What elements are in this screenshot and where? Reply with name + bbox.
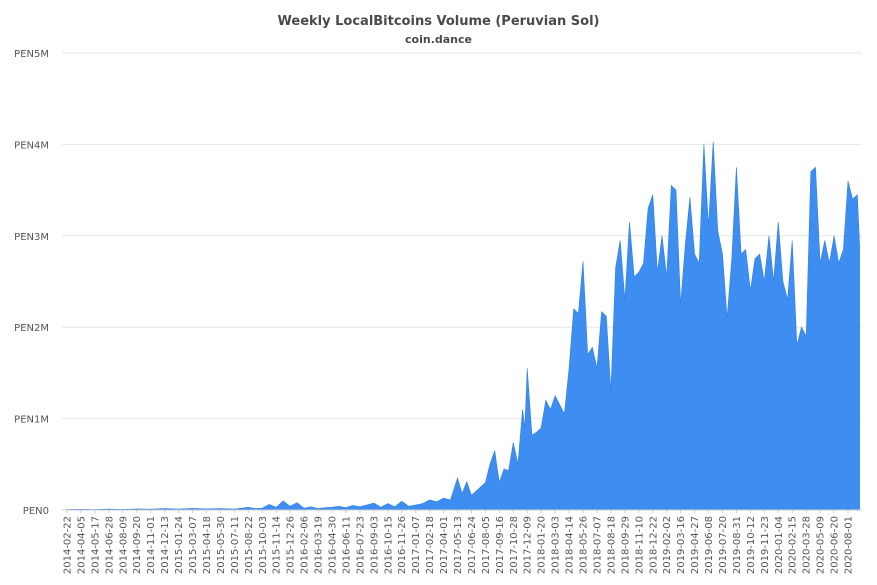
x-tick-label: 2014-11-01 — [146, 516, 157, 574]
x-tick-label: 2020-06-20 — [830, 516, 841, 574]
x-tick-label: 2019-03-16 — [676, 516, 687, 574]
x-tick-label: 2018-12-22 — [648, 516, 659, 574]
x-tick-label: 2018-04-14 — [565, 516, 576, 574]
y-tick-label: PEN4M — [14, 140, 49, 151]
x-tick-label: 2016-02-06 — [300, 516, 311, 574]
x-tick-label: 2018-11-10 — [634, 516, 645, 574]
x-tick-label: 2015-10-03 — [258, 516, 269, 574]
x-tick-label: 2019-02-02 — [662, 516, 673, 574]
x-tick-label: 2015-11-14 — [272, 516, 283, 574]
x-tick-label: 2017-06-24 — [467, 516, 478, 574]
x-tick-label: 2014-02-22 — [63, 516, 74, 574]
x-tick-label: 2015-03-07 — [188, 516, 199, 574]
x-tick-label: 2019-07-20 — [718, 516, 729, 574]
x-tick-label: 2016-04-30 — [327, 516, 338, 574]
x-tick-label: 2015-08-22 — [244, 516, 255, 574]
x-tick-label: 2016-07-23 — [355, 516, 366, 574]
x-tick-label: 2014-06-28 — [104, 516, 115, 574]
x-tick-label: 2017-10-28 — [509, 516, 520, 574]
x-tick-label: 2018-07-07 — [592, 516, 603, 574]
x-tick-label: 2015-07-11 — [230, 516, 241, 574]
chart-title: Weekly LocalBitcoins Volume (Peruvian So… — [277, 14, 600, 29]
x-tick-label: 2015-05-30 — [216, 516, 227, 574]
x-tick-label: 2019-11-23 — [760, 516, 771, 574]
x-tick-label: 2020-02-15 — [788, 516, 799, 574]
x-tick-label: 2018-09-29 — [620, 516, 631, 574]
x-tick-label: 2017-09-16 — [495, 516, 506, 574]
x-tick-label: 2017-01-07 — [411, 516, 422, 574]
x-tick-label: 2020-05-09 — [816, 516, 827, 574]
x-tick-label: 2015-01-24 — [174, 516, 185, 574]
x-tick-label: 2014-12-13 — [160, 516, 171, 574]
x-tick-label: 2016-09-03 — [369, 516, 380, 574]
x-tick-label: 2016-11-26 — [397, 516, 408, 574]
x-tick-label: 2017-04-01 — [439, 516, 450, 574]
series-area-0 — [66, 141, 860, 511]
x-tick-label: 2016-03-19 — [314, 516, 325, 574]
x-tick-label: 2017-02-18 — [425, 516, 436, 574]
x-tick-label: 2014-05-17 — [90, 516, 101, 574]
x-tick-label: 2019-04-27 — [690, 516, 701, 574]
chart-subtitle: coin.dance — [405, 33, 472, 46]
x-tick-label: 2017-12-09 — [523, 516, 534, 574]
x-tick-label: 2017-05-13 — [453, 516, 464, 574]
x-tick-label: 2018-05-26 — [579, 516, 590, 574]
x-tick-label: 2014-08-09 — [118, 516, 129, 574]
y-tick-label: PEN3M — [14, 232, 49, 243]
x-tick-label: 2015-04-18 — [202, 516, 213, 574]
y-tick-label: PEN5M — [14, 49, 49, 60]
x-tick-label: 2015-12-26 — [286, 516, 297, 574]
x-tick-label: 2018-03-03 — [551, 516, 562, 574]
x-tick-label: 2019-10-12 — [746, 516, 757, 574]
x-tick-label: 2019-06-08 — [704, 516, 715, 574]
x-tick-label: 2019-08-31 — [732, 516, 743, 574]
x-tick-label: 2016-06-11 — [341, 516, 352, 574]
x-tick-label: 2014-09-20 — [132, 516, 143, 574]
y-tick-label: PEN2M — [14, 323, 49, 334]
x-tick-label: 2018-01-20 — [537, 516, 548, 574]
x-tick-label: 2014-04-05 — [76, 516, 87, 574]
x-tick-label: 2017-08-05 — [481, 516, 492, 574]
x-tick-label: 2018-08-18 — [606, 516, 617, 574]
x-tick-label: 2020-08-01 — [844, 516, 855, 574]
x-tick-label: 2016-10-15 — [383, 516, 394, 574]
x-tick-label: 2020-01-04 — [774, 516, 785, 574]
x-tick-label: 2020-03-28 — [802, 516, 813, 574]
y-tick-label: PEN1M — [14, 415, 49, 426]
y-tick-label: PEN0 — [23, 506, 49, 517]
